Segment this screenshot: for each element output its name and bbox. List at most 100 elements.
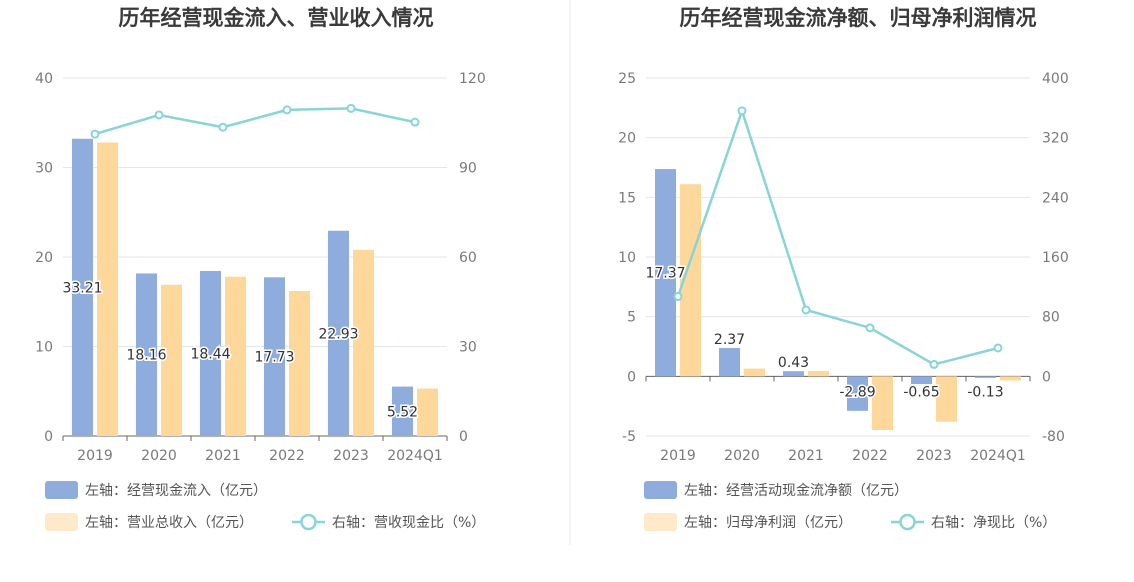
right-axis-tick: 90: [459, 161, 477, 177]
left-axis-tick: 0: [44, 429, 53, 445]
right-axis-tick: 30: [459, 340, 477, 356]
data-label: -0.65: [903, 384, 939, 400]
right-axis-tick: -80: [1042, 429, 1065, 445]
ratio-line: [676, 106, 999, 366]
ratio-point: [673, 292, 683, 302]
left-axis-tick: -5: [622, 429, 636, 445]
cashflow-inflow-revenue-chart: 历年经营现金流入、营业收入情况 0 10 20 30 40 0 30 60 90 120 2019 20…: [35, 6, 486, 531]
ratio-point: [154, 110, 164, 120]
left-axis-tick: 20: [618, 131, 636, 147]
legend-label: 左轴：营业总收入（亿元）: [85, 515, 253, 531]
ratio-line: [94, 107, 416, 136]
bar-primary: [719, 348, 740, 377]
data-label: 33.21: [62, 280, 102, 296]
net-cashflow-profit-chart: 历年经营现金流净额、归母净利润情况 -5 0 5 10 15 20 25 -80 0 80 160 24…: [618, 6, 1069, 531]
legend-swatch: [644, 481, 677, 499]
bar-primary: [783, 371, 804, 377]
legend-label: 左轴：经营现金流入（亿元）: [85, 483, 267, 499]
chart-title: 历年经营现金流入、营业收入情况: [119, 6, 434, 30]
bar-secondary: [161, 284, 182, 436]
right-axis-tick: 400: [1042, 71, 1069, 87]
bar-secondary: [225, 276, 246, 436]
bar-secondary: [353, 249, 374, 436]
ratio-point: [410, 117, 420, 127]
bar-primary: [392, 386, 413, 436]
left-axis-tick: 20: [35, 250, 53, 266]
ratio-point: [993, 343, 1003, 353]
legend-swatch: [45, 513, 78, 531]
bar-secondary: [872, 376, 893, 431]
bar-secondary: [808, 370, 829, 377]
category-label: 2024Q1: [387, 448, 443, 464]
right-axis-tick: 320: [1042, 131, 1069, 147]
chart-title: 历年经营现金流净额、归母净利润情况: [680, 6, 1037, 30]
bar-primary: [975, 376, 996, 378]
right-axis-tick: 240: [1042, 190, 1069, 206]
left-axis-tick: 30: [35, 161, 53, 177]
legend-swatch: [644, 513, 677, 531]
legend-marker: [899, 513, 916, 531]
bar-secondary: [680, 184, 701, 377]
bar-primary: [72, 138, 93, 436]
bar-primary: [136, 273, 157, 436]
bar-primary: [847, 376, 868, 411]
data-label: 22.93: [318, 326, 358, 342]
ratio-point: [90, 129, 100, 139]
bar-primary: [264, 277, 285, 436]
legend-label: 右轴：净现比（%）: [931, 515, 1056, 531]
bar-secondary: [936, 376, 957, 422]
right-axis-tick: 160: [1042, 250, 1069, 266]
category-label: 2019: [660, 448, 696, 464]
ratio-point: [929, 359, 939, 369]
left-axis-tick: 10: [618, 250, 636, 266]
category-label: 2020: [724, 448, 760, 464]
bar-secondary: [289, 291, 310, 436]
data-label: 18.44: [190, 346, 230, 362]
ratio-point: [218, 122, 228, 132]
bar-secondary: [744, 368, 765, 377]
category-label: 2022: [852, 448, 888, 464]
bar-secondary: [97, 142, 118, 436]
bar-primary: [911, 376, 932, 385]
data-label: 0.43: [778, 355, 809, 371]
ratio-point: [282, 105, 292, 115]
category-label: 2024Q1: [970, 448, 1026, 464]
left-axis-tick: 40: [35, 71, 53, 87]
bar-primary: [655, 169, 676, 377]
ratio-point: [801, 305, 811, 315]
left-axis-tick: 10: [35, 340, 53, 356]
bar-secondary: [417, 388, 438, 436]
legend-label: 左轴：归母净利润（亿元）: [684, 514, 852, 531]
ratio-point: [346, 103, 356, 113]
category-label: 2023: [916, 448, 952, 464]
bar-secondary: [1000, 376, 1021, 381]
left-axis-tick: 5: [627, 310, 636, 326]
legend-label: 左轴：经营活动现金流净额（亿元）: [684, 483, 908, 499]
ratio-point: [737, 106, 747, 116]
data-label: 17.73: [254, 350, 294, 366]
left-axis-tick: 25: [618, 71, 636, 87]
category-label: 2021: [205, 448, 241, 464]
legend-label: 右轴：营收现金比（%）: [332, 515, 485, 531]
category-label: 2022: [269, 448, 305, 464]
data-label: -0.13: [967, 384, 1003, 400]
category-label: 2019: [77, 448, 113, 464]
bar-primary: [328, 230, 349, 436]
legend-swatch: [45, 481, 78, 499]
category-label: 2023: [333, 448, 369, 464]
right-axis-tick: 0: [459, 429, 468, 445]
right-axis-tick: 120: [459, 71, 486, 87]
legend-marker: [300, 513, 317, 531]
right-axis-tick: 60: [459, 250, 477, 266]
left-axis-tick: 15: [618, 190, 636, 206]
data-label: -2.89: [839, 384, 875, 400]
bar-primary: [200, 270, 221, 436]
data-label: 17.37: [645, 266, 685, 282]
left-axis-tick: 0: [627, 369, 636, 385]
ratio-point: [865, 323, 875, 333]
data-label: 18.16: [126, 348, 166, 364]
category-label: 2021: [788, 448, 824, 464]
right-axis-tick: 80: [1042, 310, 1060, 326]
category-label: 2020: [141, 448, 177, 464]
